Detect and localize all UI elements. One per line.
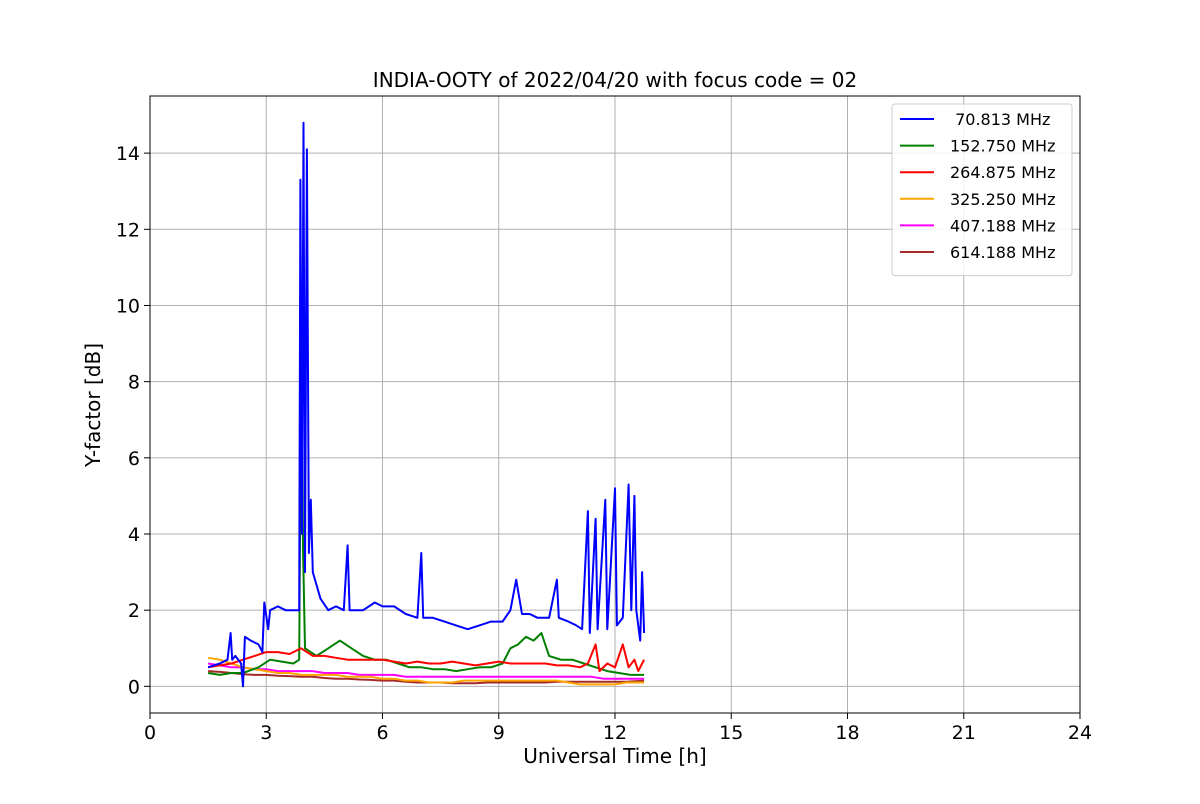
x-tick-label: 18 [835, 722, 859, 744]
x-tick-label: 0 [144, 722, 156, 744]
y-tick-label: 6 [128, 448, 140, 470]
legend-box [891, 103, 1073, 277]
x-tick-label: 6 [376, 722, 388, 744]
x-axis-label: Universal Time [h] [523, 744, 706, 768]
y-tick-label: 0 [128, 676, 140, 698]
y-tick-label: 2 [128, 600, 140, 622]
x-tick-label: 3 [260, 722, 272, 744]
series-line-4 [207, 662, 645, 680]
series-line-0 [207, 121, 646, 688]
y-tick-label: 10 [116, 295, 140, 317]
y-tick-label: 14 [116, 143, 140, 165]
legend-label: 325.250 MHz [950, 190, 1055, 209]
legend: 70.813 MHz 152.750 MHz 264.875 MHz 325.250 … [891, 103, 1073, 277]
series-line-1 [207, 365, 645, 676]
y-tick-label: 12 [116, 219, 140, 241]
x-axis-ticks: 0 3 6 9 12 15 18 21 24 [144, 713, 1092, 744]
chart-title: INDIA-OOTY of 2022/04/20 with focus code… [373, 68, 857, 92]
legend-label: 70.813 MHz [950, 110, 1050, 129]
legend-label: 407.188 MHz [950, 216, 1055, 235]
x-tick-label: 24 [1068, 722, 1092, 744]
legend-label: 152.750 MHz [950, 137, 1055, 156]
y-tick-label: 8 [128, 372, 140, 394]
legend-label: 264.875 MHz [950, 163, 1055, 182]
series-line-3 [207, 656, 645, 686]
x-tick-label: 21 [952, 722, 976, 744]
x-tick-label: 15 [719, 722, 743, 744]
y-axis-ticks: 0 2 4 6 8 10 12 14 [116, 143, 150, 698]
series-line-2 [207, 643, 645, 673]
x-tick-label: 12 [603, 722, 627, 744]
legend-label: 614.188 MHz [950, 243, 1055, 262]
series-layer [207, 121, 646, 688]
y-tick-label: 4 [128, 524, 140, 546]
y-axis-label: Y-factor [dB] [81, 343, 105, 468]
x-tick-label: 9 [493, 722, 505, 744]
